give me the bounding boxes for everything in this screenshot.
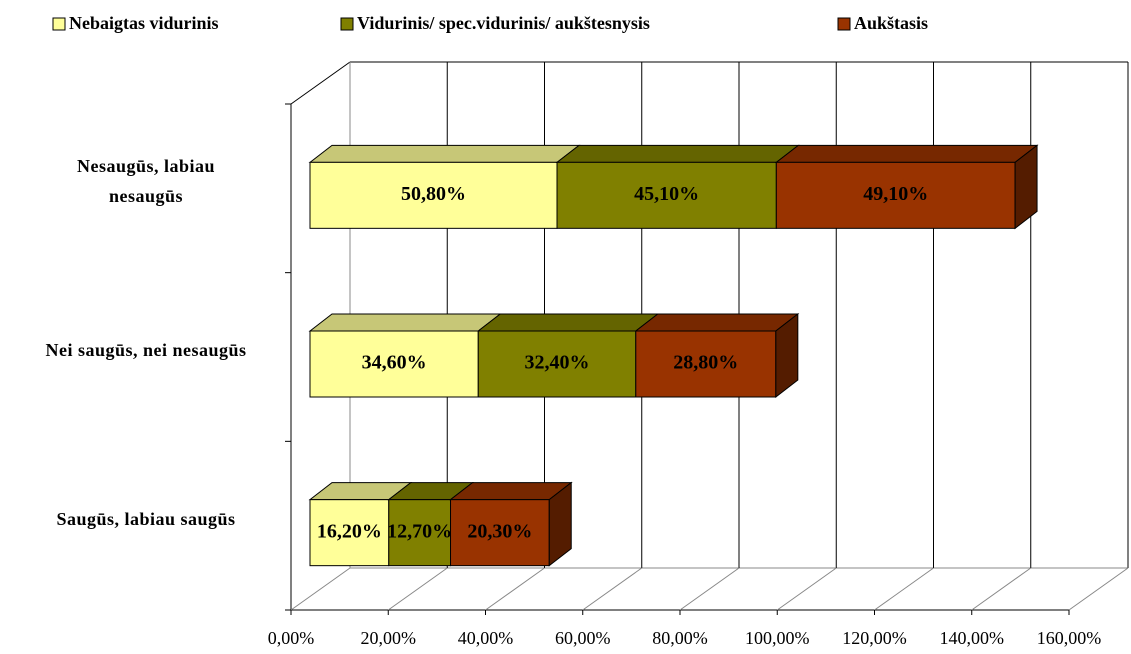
grid-line <box>776 567 837 611</box>
grid-line <box>582 567 643 611</box>
data-label: 34,60% <box>362 352 427 374</box>
bar-side <box>548 481 572 567</box>
x-tick-label: 0,00% <box>268 628 315 648</box>
x-tick-label: 80,00% <box>652 628 708 648</box>
grid-line <box>387 567 448 611</box>
y-tick-label: Nei saugūs, nei nesaugūs <box>45 340 247 360</box>
data-label: 49,10% <box>863 183 928 205</box>
x-tick-label: 160,00% <box>1037 628 1102 648</box>
bar-top <box>476 313 660 332</box>
bar <box>309 330 479 398</box>
bar-side <box>1014 144 1038 230</box>
legend-label: Vidurinis/ spec.vidurinis/ aukštesnysis <box>357 13 650 33</box>
y-tick-label: Nesaugūs, labiau nesaugūs <box>76 156 216 207</box>
legend-swatch <box>52 17 66 31</box>
bar-top <box>774 144 1039 163</box>
y-tick-label: Saugūs, labiau saugūs <box>56 508 236 529</box>
x-tick-label: 140,00% <box>940 628 1005 648</box>
data-label: 45,10% <box>634 183 699 205</box>
bar-top <box>308 144 581 163</box>
data-label: 12,70% <box>387 520 452 542</box>
bar <box>450 499 550 567</box>
grid-line <box>874 567 934 611</box>
grid-line <box>971 567 1032 611</box>
legend-swatch <box>340 17 354 31</box>
bar <box>635 330 777 398</box>
grid-line <box>1068 567 1129 611</box>
data-label: 16,20% <box>317 520 382 542</box>
data-label: 28,80% <box>673 352 738 374</box>
bar-top <box>634 313 800 332</box>
bar <box>388 499 452 567</box>
grid-line <box>290 567 351 611</box>
data-label: 20,30% <box>467 520 532 542</box>
legend-label: Aukštasis <box>854 13 928 33</box>
x-tick-label: 20,00% <box>361 628 417 648</box>
bar-side <box>775 312 799 399</box>
data-label: 32,40% <box>525 352 590 374</box>
x-tick-label: 60,00% <box>555 628 611 648</box>
wall-edge <box>290 61 351 105</box>
legend-swatch <box>837 17 851 31</box>
grid-line <box>485 567 545 611</box>
bar-top <box>555 144 800 163</box>
bar <box>775 161 1016 229</box>
data-label: 50,80% <box>401 183 466 205</box>
grid-line <box>679 567 740 611</box>
x-tick-label: 120,00% <box>842 628 907 648</box>
x-tick-label: 40,00% <box>458 628 514 648</box>
bar-top <box>308 313 502 332</box>
bar <box>556 161 777 229</box>
x-tick-label: 100,00% <box>745 628 810 648</box>
legend-label: Nebaigtas vidurinis <box>69 13 219 33</box>
bar <box>309 499 390 567</box>
